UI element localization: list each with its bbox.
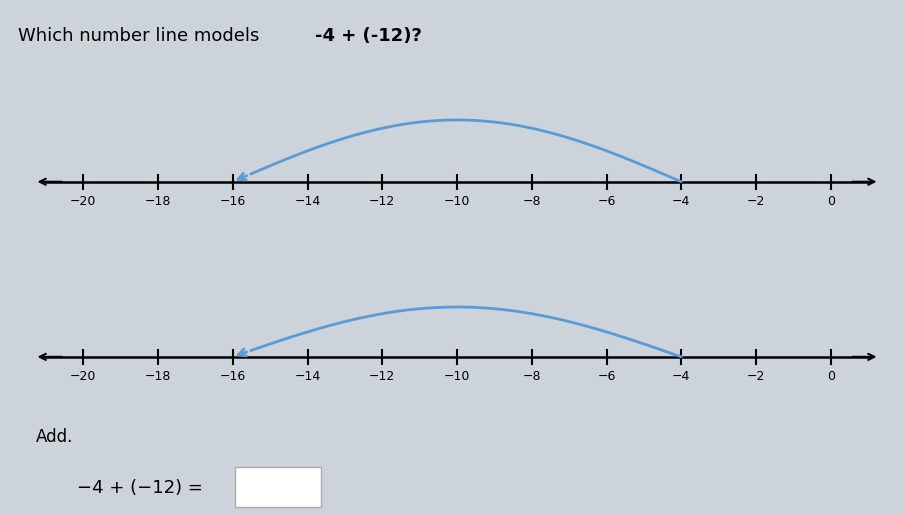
Text: −6: −6 [597, 370, 615, 383]
Text: Add.: Add. [36, 428, 73, 446]
Text: −16: −16 [220, 195, 246, 208]
FancyBboxPatch shape [235, 467, 321, 507]
Text: −8: −8 [522, 195, 541, 208]
Text: Which number line models: Which number line models [18, 27, 265, 45]
Text: −18: −18 [145, 370, 171, 383]
Text: -4 + (-12)?: -4 + (-12)? [315, 27, 422, 45]
Text: 0: 0 [827, 195, 834, 208]
Text: −14: −14 [294, 370, 320, 383]
Text: −14: −14 [294, 195, 320, 208]
Text: −4: −4 [672, 195, 691, 208]
Text: −4: −4 [672, 370, 691, 383]
Text: −2: −2 [747, 195, 766, 208]
Text: 0: 0 [827, 370, 834, 383]
Text: −18: −18 [145, 195, 171, 208]
Text: −16: −16 [220, 370, 246, 383]
Text: −20: −20 [70, 370, 97, 383]
Text: −6: −6 [597, 195, 615, 208]
Text: −20: −20 [70, 195, 97, 208]
Text: −8: −8 [522, 370, 541, 383]
Text: −10: −10 [443, 370, 471, 383]
Text: −2: −2 [747, 370, 766, 383]
Text: −10: −10 [443, 195, 471, 208]
Text: −12: −12 [369, 370, 395, 383]
Text: −12: −12 [369, 195, 395, 208]
Text: −4 + (−12) =: −4 + (−12) = [77, 479, 203, 497]
